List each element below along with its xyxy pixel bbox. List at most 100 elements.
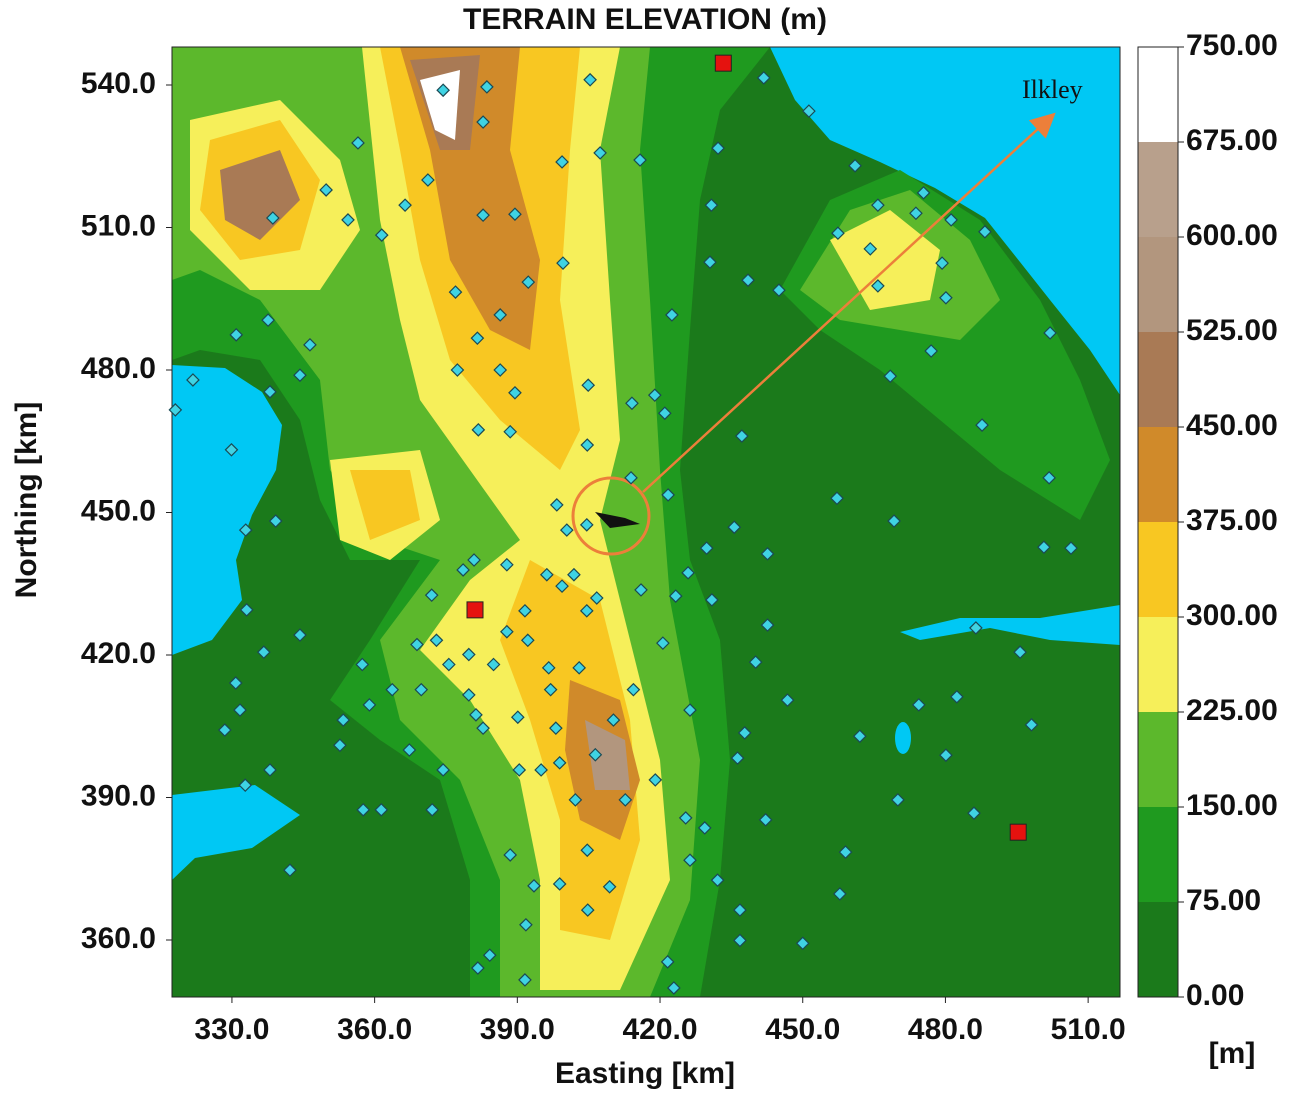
station: [668, 589, 683, 603]
station: [772, 283, 786, 298]
station: [268, 514, 283, 528]
station: [705, 593, 719, 607]
station: [704, 198, 719, 213]
colorbar-unit: [m]: [1209, 1037, 1256, 1070]
station: [512, 763, 527, 777]
source: [466, 601, 484, 619]
station: [341, 213, 355, 227]
y-tick-label: 390.0: [81, 779, 156, 812]
station: [552, 877, 567, 891]
station: [681, 565, 695, 580]
station: [1013, 645, 1027, 659]
station: [238, 778, 253, 792]
station: [398, 198, 412, 213]
station: [482, 948, 497, 963]
x-tick-label: 330.0: [194, 1013, 269, 1046]
station: [508, 385, 522, 400]
colorbar-band: [1138, 807, 1178, 902]
station: [238, 523, 253, 537]
colorbar-band: [1138, 617, 1178, 712]
station: [448, 285, 463, 299]
station: [838, 845, 853, 859]
station: [567, 567, 581, 582]
station: [606, 713, 621, 727]
station: [469, 708, 483, 722]
station: [572, 660, 587, 675]
annotation-arrow: [642, 112, 1056, 493]
station: [588, 747, 603, 762]
y-tick-label: 510.0: [81, 209, 156, 242]
station: [520, 633, 535, 648]
station: [470, 331, 485, 346]
station: [711, 141, 725, 156]
y-tick-label: 450.0: [81, 494, 156, 527]
station: [733, 903, 747, 917]
station: [436, 763, 450, 777]
station: [500, 557, 514, 572]
station: [461, 688, 476, 702]
colorbar-tick-label: 525.00: [1186, 314, 1278, 347]
station: [480, 80, 494, 94]
station: [683, 703, 697, 717]
station: [336, 713, 351, 727]
station: [265, 211, 280, 225]
station: [534, 763, 548, 777]
station: [831, 226, 845, 241]
station: [559, 523, 574, 537]
station: [500, 624, 514, 639]
station: [579, 603, 594, 618]
colorbar-tick-label: 75.00: [1186, 884, 1261, 917]
station: [421, 173, 435, 187]
colorbar-tick-label: 0.00: [1186, 979, 1244, 1012]
station: [256, 645, 271, 659]
station: [967, 806, 981, 821]
station: [374, 803, 389, 817]
colorbar: [1138, 47, 1178, 997]
colorbar-tick-label: 450.00: [1186, 409, 1278, 442]
station: [362, 698, 377, 712]
station: [916, 185, 931, 200]
colorbar-tick-label: 300.00: [1186, 599, 1278, 632]
station: [229, 328, 244, 342]
station: [293, 628, 307, 642]
station: [356, 803, 371, 817]
station: [319, 183, 333, 197]
station: [647, 388, 662, 403]
station: [579, 518, 594, 532]
station: [555, 155, 569, 169]
station: [648, 773, 663, 787]
station: [832, 887, 847, 901]
station: [424, 588, 439, 602]
station: [503, 848, 518, 862]
station: [467, 553, 481, 567]
station: [935, 256, 949, 270]
station: [589, 591, 604, 605]
x-tick-label: 420.0: [622, 1013, 697, 1046]
station: [385, 682, 400, 697]
station: [543, 682, 558, 697]
station: [351, 136, 365, 150]
station: [969, 621, 983, 635]
station: [734, 429, 749, 443]
station: [871, 279, 885, 293]
station: [760, 546, 775, 561]
station: [666, 981, 681, 995]
station: [580, 843, 595, 858]
station: [518, 603, 532, 618]
station: [414, 682, 429, 697]
station: [580, 903, 595, 917]
station: [924, 344, 939, 358]
station: [493, 308, 508, 322]
station: [429, 633, 444, 648]
station: [730, 751, 745, 765]
station: [556, 256, 570, 270]
station: [949, 689, 964, 704]
station: [425, 803, 440, 817]
station: [374, 228, 389, 242]
colorbar-band: [1138, 712, 1178, 807]
station: [795, 936, 810, 951]
station: [263, 385, 277, 399]
station: [634, 583, 648, 597]
station: [871, 198, 885, 213]
